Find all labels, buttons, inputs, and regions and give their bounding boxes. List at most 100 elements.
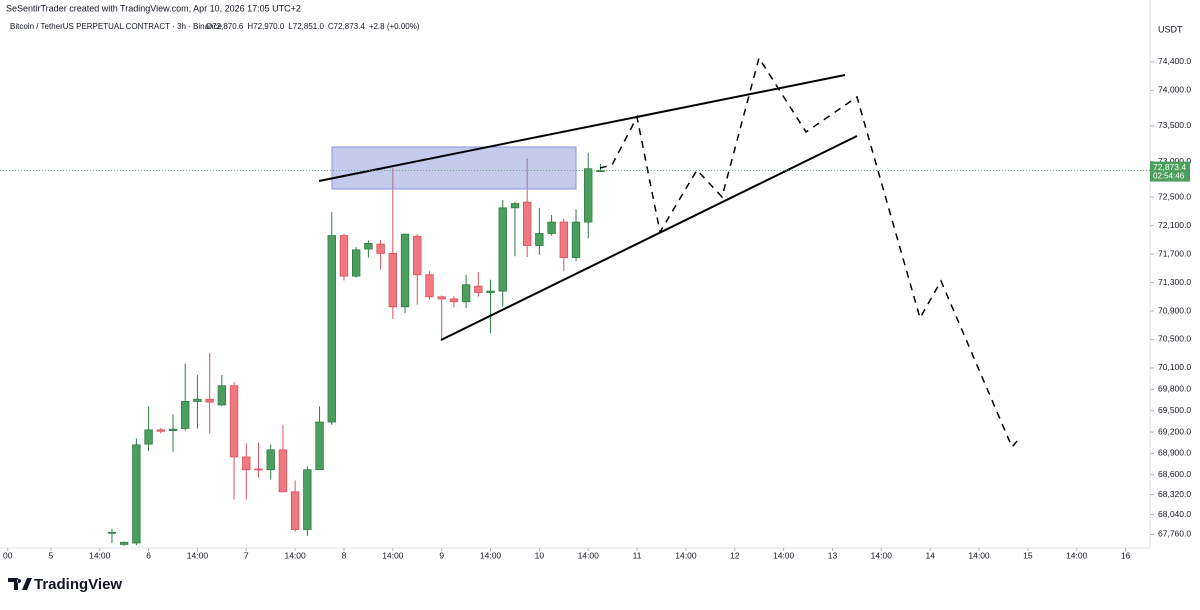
candle-body bbox=[388, 252, 398, 308]
symbol: Bitcoin / TetherUS PERPETUAL CONTRACT · … bbox=[10, 22, 222, 31]
candle-body bbox=[461, 284, 471, 303]
candle-body bbox=[107, 531, 117, 534]
candle-body bbox=[181, 401, 190, 429]
candle-body bbox=[400, 233, 410, 308]
x-tick-label: 14:00 bbox=[480, 550, 502, 560]
candle-body bbox=[242, 456, 251, 471]
candle-body bbox=[168, 428, 178, 431]
x-tick-label: 12 bbox=[730, 550, 740, 560]
candle-body bbox=[327, 235, 336, 423]
y-tick-label: 68,900.0 bbox=[1158, 448, 1191, 458]
candle-body bbox=[229, 385, 239, 458]
x-tick-label: 8 bbox=[342, 550, 347, 560]
candle-body bbox=[144, 429, 153, 445]
x-tick-label: 15 bbox=[1023, 550, 1033, 560]
candle-body bbox=[376, 243, 385, 254]
candle-body bbox=[498, 207, 507, 292]
candle-body bbox=[339, 235, 349, 277]
trendline bbox=[318, 74, 846, 182]
y-tick-label: 74,000.0 bbox=[1158, 85, 1191, 95]
candle-body bbox=[205, 398, 214, 403]
candle-body bbox=[132, 444, 141, 544]
credit: SeSentirTrader created with TradingView.… bbox=[6, 3, 301, 13]
y-tick-label: 74,400.0 bbox=[1158, 56, 1191, 66]
x-tick-label: 10 bbox=[535, 550, 545, 560]
x-tick-label: 5 bbox=[49, 550, 54, 560]
ohlc-value: O72,870.6 bbox=[206, 22, 244, 31]
y-tick-label: 73,500.0 bbox=[1158, 120, 1191, 130]
currency: USDT bbox=[1158, 24, 1183, 34]
logo-icon bbox=[8, 578, 32, 590]
candle-body bbox=[193, 398, 202, 402]
drawings bbox=[318, 56, 1019, 449]
y-tick-label: 70,900.0 bbox=[1158, 305, 1191, 315]
candle-body bbox=[119, 541, 129, 545]
y-tick-label: 70,500.0 bbox=[1158, 334, 1191, 344]
candle-body bbox=[522, 201, 532, 246]
ohlc-value: L72,851.0 bbox=[288, 22, 324, 31]
y-tick-label: 69,200.0 bbox=[1158, 426, 1191, 436]
x-tick-label: 14:00 bbox=[89, 550, 111, 560]
brand-logo: TradingView bbox=[8, 576, 122, 593]
x-tick-label: 16 bbox=[1121, 550, 1131, 560]
candle-body bbox=[352, 249, 361, 277]
candle-body bbox=[449, 298, 459, 303]
candle-body bbox=[559, 221, 568, 259]
y-tick-label: 70,100.0 bbox=[1158, 362, 1191, 372]
y-tick-label: 73,000.0 bbox=[1158, 156, 1191, 166]
y-tick-label: 68,040.0 bbox=[1158, 509, 1191, 519]
candle-body bbox=[278, 449, 288, 493]
x-tick-label: 9 bbox=[439, 550, 444, 560]
candle-body bbox=[571, 221, 581, 259]
candle-body bbox=[437, 296, 446, 300]
candle-body bbox=[584, 168, 593, 223]
y-tick-label: 69,500.0 bbox=[1158, 405, 1191, 415]
y-tick-label: 71,700.0 bbox=[1158, 248, 1191, 258]
candle-body bbox=[547, 221, 556, 234]
candle-body bbox=[303, 469, 312, 530]
y-tick-label: 68,320.0 bbox=[1158, 489, 1191, 499]
x-tick-label: 7 bbox=[244, 550, 249, 560]
x-tick-label: 14:00 bbox=[1066, 550, 1088, 560]
ohlc-value: C72,873.4 bbox=[328, 22, 365, 31]
trendline bbox=[440, 135, 858, 341]
candle-body bbox=[474, 285, 483, 293]
x-tick-label: 00 bbox=[3, 550, 13, 560]
x-tick-label: 6 bbox=[146, 550, 151, 560]
x-tick-label: 14:00 bbox=[773, 550, 795, 560]
candle-body bbox=[486, 290, 495, 293]
candle-body bbox=[510, 203, 520, 209]
y-tick-label: 71,300.0 bbox=[1158, 277, 1191, 287]
ohlc-value: +2.8 (+0.00%) bbox=[369, 22, 420, 31]
x-tick-label: 11 bbox=[633, 550, 642, 560]
candle-body bbox=[364, 243, 373, 250]
candle-body bbox=[156, 429, 165, 432]
last-price-label: 72,873.4 bbox=[1153, 162, 1186, 172]
y-tick-label: 67,760.0 bbox=[1158, 529, 1191, 539]
ohlc-value: H72,970.0 bbox=[247, 22, 284, 31]
x-tick-label: 14:00 bbox=[382, 550, 404, 560]
x-tick-label: 14:00 bbox=[578, 550, 600, 560]
candle-body bbox=[290, 491, 300, 530]
y-tick-label: 69,800.0 bbox=[1158, 384, 1191, 394]
x-tick-label: 14:00 bbox=[187, 550, 209, 560]
candle-body bbox=[254, 468, 263, 471]
candle-body bbox=[535, 233, 544, 246]
y-tick-label: 68,600.0 bbox=[1158, 469, 1191, 479]
brand: TradingView bbox=[34, 576, 122, 593]
ohlc-legend: O72,870.6 H72,970.0 L72,851.0 C72,873.4 +2.8… bbox=[206, 22, 420, 31]
candle-body bbox=[413, 235, 422, 276]
y-tick-label: 72,100.0 bbox=[1158, 220, 1191, 230]
y-tick-label: 72,500.0 bbox=[1158, 191, 1191, 201]
candle-body bbox=[217, 385, 227, 406]
candle-body bbox=[266, 449, 275, 471]
x-tick-label: 14:00 bbox=[284, 550, 306, 560]
x-tick-label: 14 bbox=[925, 550, 935, 560]
candle-body bbox=[315, 421, 324, 471]
plot bbox=[107, 153, 605, 546]
countdown: 02:54:46 bbox=[1153, 172, 1185, 181]
x-tick-label: 13 bbox=[828, 550, 838, 560]
candle-body bbox=[425, 274, 434, 298]
projection-path bbox=[599, 56, 1019, 449]
